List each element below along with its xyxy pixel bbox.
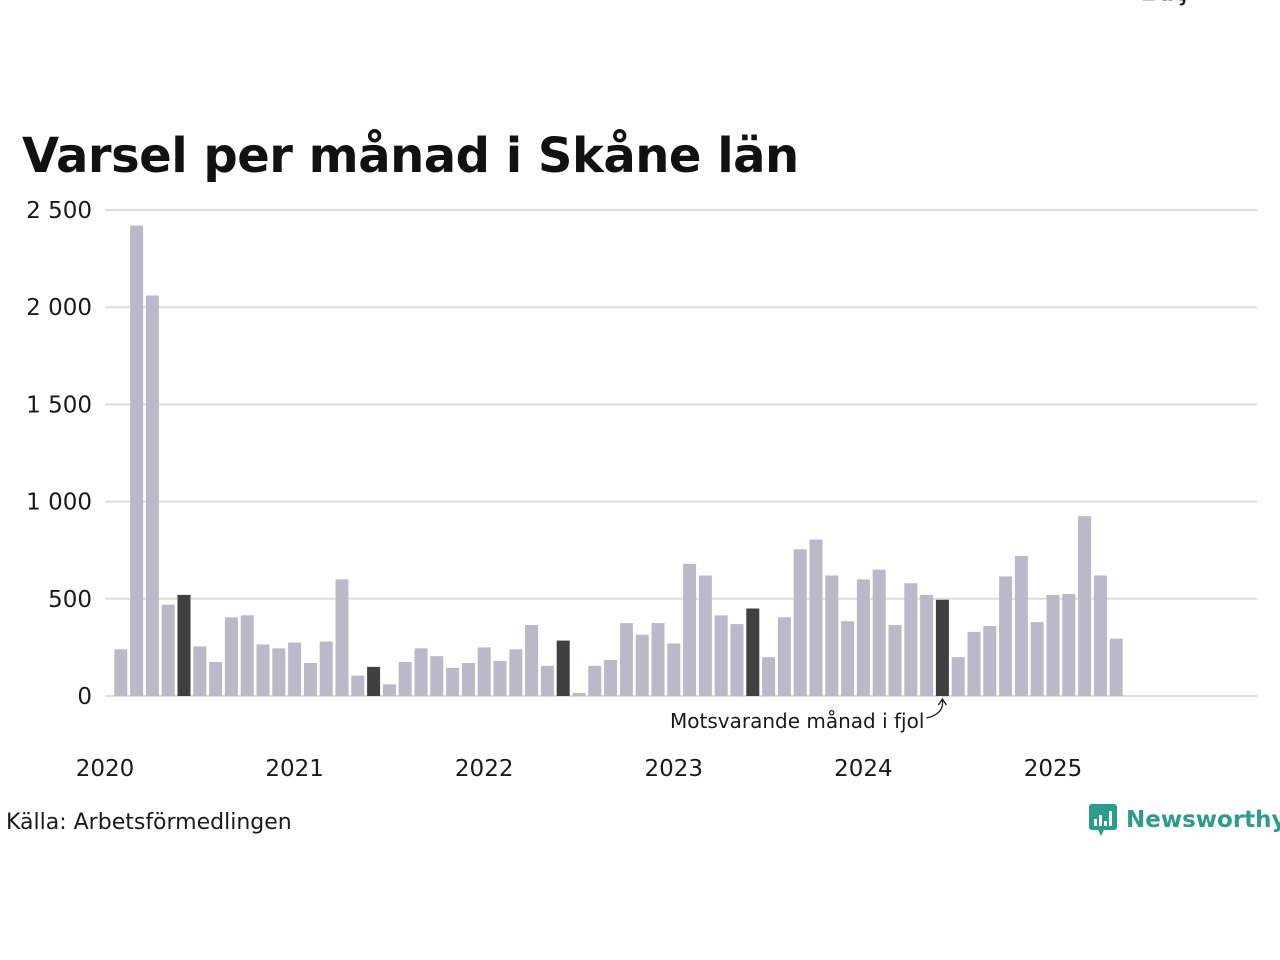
bar — [477, 647, 491, 696]
bar — [762, 657, 776, 696]
annotation-arrowhead — [937, 697, 947, 706]
y-tick-label: 0 — [77, 684, 92, 710]
newsworthy-logo: Newsworthy — [1088, 803, 1280, 837]
bar — [619, 623, 633, 696]
bar — [841, 621, 855, 696]
bar — [540, 665, 554, 696]
bar — [303, 662, 317, 696]
bar — [572, 693, 586, 696]
bar — [414, 648, 428, 696]
x-tick-label: 2020 — [76, 756, 135, 782]
y-tick-label: 500 — [48, 587, 92, 613]
bar — [525, 625, 539, 696]
bar — [793, 549, 807, 696]
bars — [114, 225, 1123, 696]
y-tick-label: 1 000 — [26, 490, 92, 516]
bar — [1046, 594, 1060, 696]
bar — [983, 626, 997, 696]
bar — [319, 641, 333, 696]
x-axis-ticks: 2020 2021 2022 2023 2024 2025 — [76, 756, 1083, 782]
bar — [209, 661, 223, 696]
bar — [351, 675, 365, 696]
bar — [651, 623, 665, 696]
source-note: Källa: Arbetsförmedlingen — [6, 810, 292, 835]
brand-name: Newsworthy — [1126, 807, 1280, 833]
previous-year-label: Motsvarande månad i fjol — [670, 709, 924, 733]
y-tick-label: 2 500 — [26, 198, 92, 224]
annotation-arrow — [926, 699, 944, 719]
y-tick-label: 2 000 — [26, 295, 92, 321]
y-axis-ticks: 0 500 1 000 1 500 2 000 2 500 — [26, 198, 92, 710]
annotations: Maj295 Motsvarande månad i fjol — [670, 0, 1192, 733]
bar — [1014, 556, 1028, 696]
newsworthy-icon — [1089, 804, 1117, 836]
bar — [920, 594, 934, 696]
bar — [856, 579, 870, 696]
bar — [951, 657, 965, 696]
bar — [588, 665, 602, 696]
bar — [272, 648, 286, 696]
bar — [730, 624, 744, 696]
bar — [335, 579, 349, 696]
x-tick-label: 2023 — [645, 756, 704, 782]
bar — [967, 631, 981, 696]
bar — [825, 575, 839, 696]
bar — [635, 634, 649, 696]
bar-same-month — [935, 599, 949, 696]
bar — [193, 646, 207, 696]
bar-same-month — [556, 640, 570, 696]
bar — [240, 615, 254, 696]
bar — [1078, 516, 1092, 696]
bar — [430, 656, 444, 696]
bar — [604, 660, 618, 696]
bar — [130, 225, 144, 696]
x-tick-label: 2021 — [265, 756, 324, 782]
bar — [256, 644, 270, 696]
bar — [1030, 622, 1044, 696]
bar — [714, 615, 728, 696]
bar — [114, 649, 128, 696]
bar — [888, 625, 902, 696]
bar — [461, 662, 475, 696]
bar — [698, 575, 712, 696]
bar — [446, 667, 460, 696]
bar — [809, 539, 823, 696]
y-tick-label: 1 500 — [26, 392, 92, 418]
bar-same-month — [177, 594, 191, 696]
bar — [161, 604, 175, 696]
current-month-label: Maj — [1141, 0, 1188, 7]
bar — [382, 684, 396, 696]
bar — [509, 649, 523, 696]
bar — [145, 295, 159, 696]
bar — [999, 576, 1013, 696]
chart-title: Varsel per månad i Skåne län — [22, 128, 799, 184]
bar — [683, 563, 697, 696]
bar — [398, 661, 412, 696]
bar-same-month — [746, 608, 760, 696]
bar — [1093, 575, 1107, 696]
current-value-label: 295 — [1141, 0, 1193, 7]
x-tick-label: 2025 — [1024, 756, 1083, 782]
bar — [667, 643, 681, 696]
bar — [224, 617, 238, 696]
bar — [777, 617, 791, 696]
bar-same-month — [367, 666, 381, 696]
bar — [1062, 593, 1076, 696]
x-tick-label: 2022 — [455, 756, 514, 782]
bar — [1109, 638, 1123, 696]
bar — [904, 583, 918, 696]
x-tick-label: 2024 — [834, 756, 893, 782]
bar — [872, 569, 886, 696]
bar — [288, 642, 302, 696]
bar — [493, 661, 507, 696]
